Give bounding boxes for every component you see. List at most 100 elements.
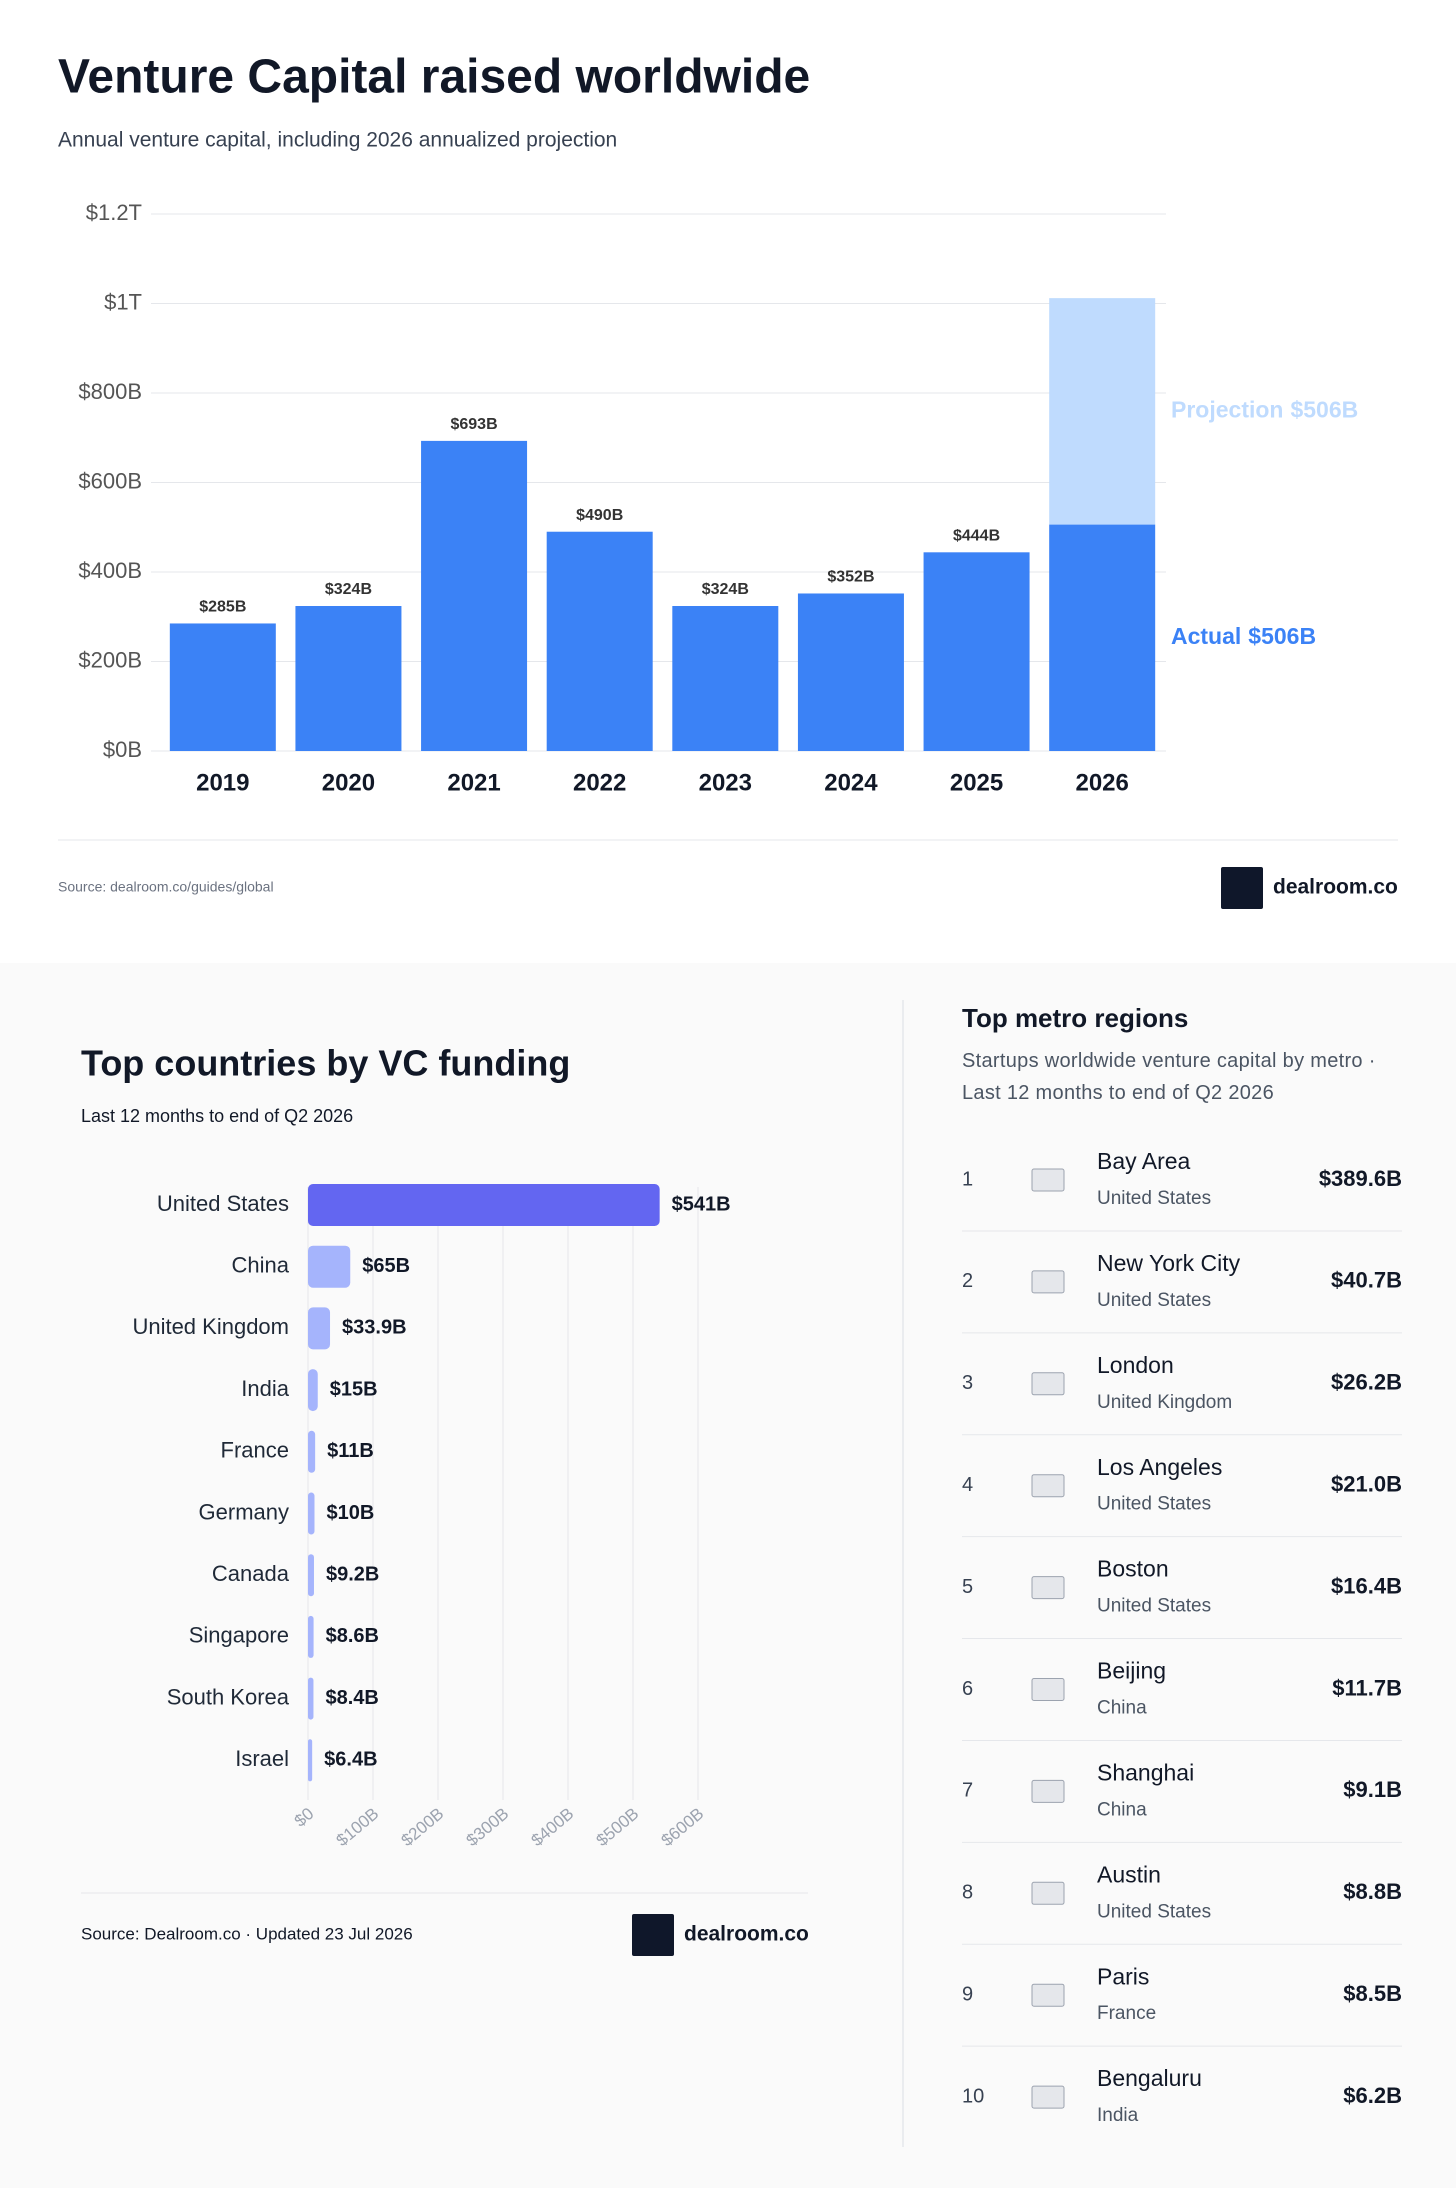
x-tick-label: 2025 — [950, 769, 1003, 796]
metro-value: $16.4B — [1331, 1573, 1402, 1598]
flag — [1031, 1678, 1065, 1701]
city: London — [1097, 1352, 1174, 1378]
country: France — [1097, 2003, 1156, 2024]
bar-segment — [546, 531, 653, 751]
value-label: $6.4B — [324, 1749, 377, 1771]
y-tick-label: $1.2T — [86, 200, 142, 225]
category-label: Singapore — [189, 1623, 289, 1648]
bar-segment — [169, 623, 276, 751]
bar — [308, 1492, 315, 1535]
city: Bay Area — [1097, 1148, 1191, 1174]
bar — [308, 1739, 313, 1782]
chart-title: Venture Capital raised worldwide — [58, 51, 810, 104]
y-tick-label: $600B — [78, 468, 142, 493]
y-tick-label: $0B — [103, 737, 142, 762]
metro-value: $40.7B — [1331, 1268, 1402, 1293]
flag — [1031, 1576, 1065, 1600]
y-tick-label: $1T — [104, 289, 142, 314]
x-tick-label: 2020 — [322, 769, 375, 796]
chart-subtitle: Annual venture capital, including 2026 a… — [58, 129, 617, 152]
bar-segment — [797, 593, 904, 751]
country: United States — [1097, 1901, 1211, 1922]
rank: 8 — [962, 1882, 973, 1904]
rank: 10 — [962, 2085, 984, 2107]
brand-text: dealroom.co — [684, 1923, 809, 1946]
country: United States — [1097, 1188, 1211, 1209]
city: Beijing — [1097, 1658, 1166, 1684]
category-label: France — [221, 1438, 289, 1463]
city: Austin — [1097, 1861, 1161, 1887]
category-label: Canada — [212, 1561, 290, 1586]
category-label: Israel — [235, 1746, 289, 1771]
category-label: United States — [157, 1191, 289, 1216]
metro-value: $9.1B — [1343, 1777, 1402, 1802]
brand-text: dealroom.co — [1273, 876, 1398, 899]
series-annotation: Projection $506B — [1171, 396, 1358, 422]
category-label: India — [241, 1376, 289, 1401]
series-annotation: Actual $506B — [1171, 623, 1316, 649]
flag — [1031, 1881, 1065, 1905]
y-tick-label: $400B — [78, 558, 142, 583]
value-label: $8.6B — [326, 1625, 379, 1647]
bar — [308, 1677, 314, 1720]
flag — [1031, 1270, 1065, 1294]
metro-value: $389.6B — [1319, 1166, 1402, 1191]
category-label: Germany — [199, 1499, 289, 1524]
bar-segment — [1049, 298, 1156, 525]
value-label: $65B — [362, 1255, 410, 1277]
value-label: $15B — [330, 1378, 378, 1400]
value-label: $324B — [702, 581, 749, 598]
bar — [308, 1430, 316, 1473]
lower-panel — [0, 963, 1456, 2188]
value-label: $10B — [327, 1502, 375, 1524]
rank: 3 — [962, 1372, 973, 1394]
series-value: $506B — [1248, 623, 1316, 649]
flag — [1031, 1474, 1065, 1498]
value-label: $285B — [199, 599, 246, 616]
bar-segment — [295, 606, 402, 751]
bar-segment — [923, 552, 1030, 751]
city: Los Angeles — [1097, 1454, 1222, 1480]
city: Boston — [1097, 1556, 1169, 1582]
flag — [1031, 1779, 1065, 1803]
metro-value: $26.2B — [1331, 1370, 1402, 1395]
rank: 9 — [962, 1983, 973, 2005]
metro-value: $8.8B — [1343, 1879, 1402, 1904]
metro-value: $21.0B — [1331, 1472, 1402, 1497]
value-label: $9.2B — [326, 1563, 379, 1585]
country: United Kingdom — [1097, 1392, 1232, 1413]
y-tick-label: $200B — [78, 647, 142, 672]
city: Shanghai — [1097, 1759, 1194, 1785]
metro-value: $8.5B — [1343, 1981, 1402, 2006]
value-label: $352B — [827, 569, 874, 586]
bar — [308, 1245, 351, 1288]
bar — [308, 1184, 660, 1226]
category-label: United Kingdom — [132, 1314, 289, 1339]
value-label: $541B — [672, 1193, 731, 1215]
flag — [1031, 1983, 1065, 2007]
country: China — [1097, 1799, 1147, 1820]
rank: 1 — [962, 1168, 973, 1190]
country: United States — [1097, 1290, 1211, 1311]
brand-logo — [632, 1914, 674, 1956]
country: United States — [1097, 1494, 1211, 1515]
rank: 6 — [962, 1678, 973, 1700]
x-tick-label: 2021 — [447, 769, 500, 796]
bar — [308, 1369, 318, 1412]
rank: 7 — [962, 1780, 973, 1802]
city: Paris — [1097, 1963, 1149, 1989]
rank: 2 — [962, 1270, 973, 1292]
series-name: Projection — [1171, 396, 1283, 422]
rank: 5 — [962, 1576, 973, 1598]
value-label: $693B — [450, 416, 497, 433]
value-label: $8.4B — [325, 1687, 378, 1709]
value-label: $11B — [327, 1440, 374, 1462]
x-tick-label: 2022 — [573, 769, 626, 796]
bar — [308, 1554, 314, 1597]
bar — [308, 1615, 314, 1658]
chart-subtitle: Last 12 months to end of Q2 2026 — [81, 1106, 353, 1126]
bar — [308, 1307, 331, 1350]
table-title: Top metro regions — [962, 1003, 1188, 1033]
